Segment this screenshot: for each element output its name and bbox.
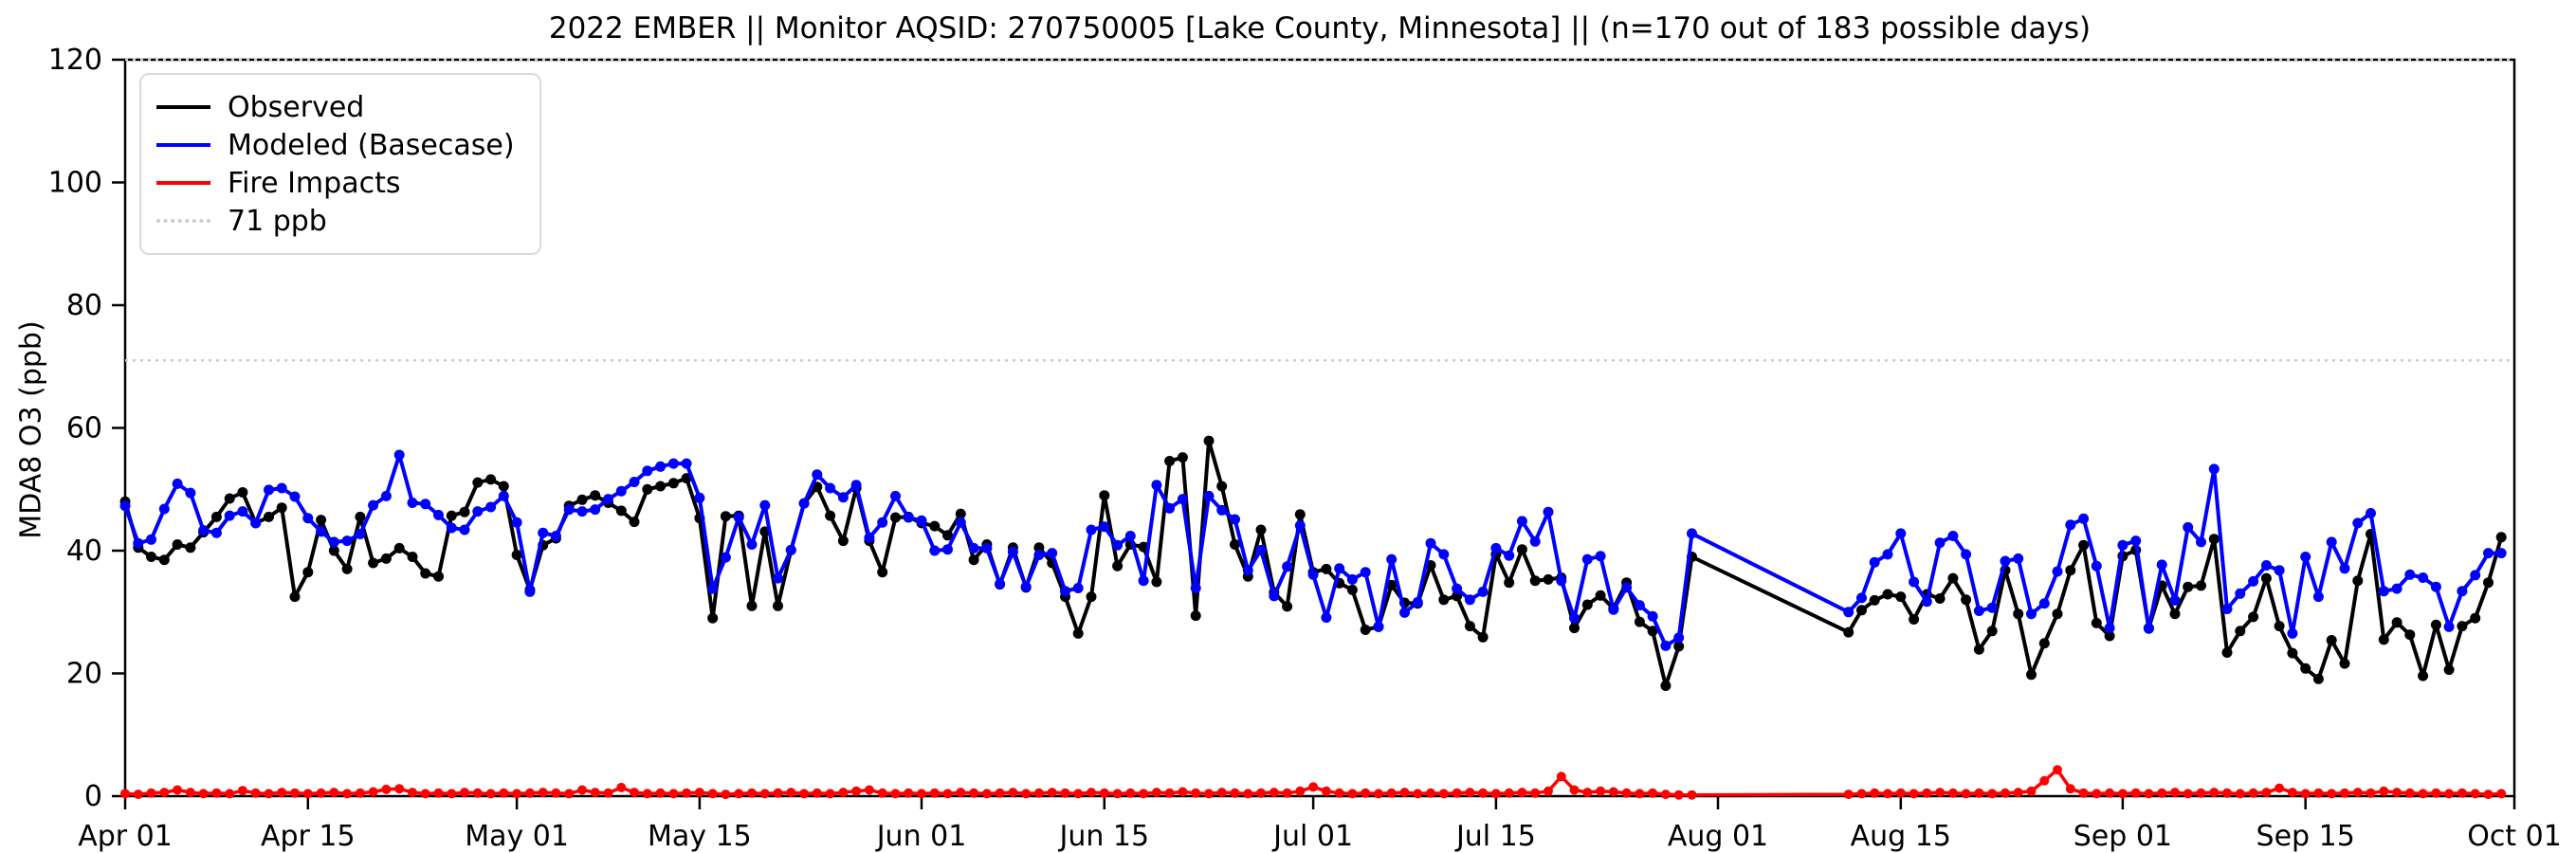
x-tick-label: Jul 01 — [1271, 820, 1353, 853]
x-tick-label: Apr 01 — [78, 820, 173, 853]
y-tick-label: 60 — [66, 412, 102, 445]
x-axis: Apr 01 Apr 15 May 01 May 15 Jun 01 Jun 15 Jul … — [78, 796, 2562, 853]
legend-label: Observed — [228, 90, 365, 124]
x-tick-label: Jul 15 — [1454, 820, 1536, 853]
legend-label: Fire Impacts — [228, 166, 401, 200]
x-tick-label: May 01 — [465, 820, 569, 853]
x-tick-label: May 15 — [648, 820, 752, 853]
y-tick-label: 40 — [66, 535, 102, 568]
x-tick-label: Aug 15 — [1851, 820, 1951, 853]
x-tick-label: Jun 01 — [875, 820, 967, 853]
x-tick-label: Aug 01 — [1668, 820, 1768, 853]
legend-label: 71 ppb — [228, 204, 327, 238]
fire-impacts-series — [120, 765, 2507, 800]
x-tick-label: Jun 15 — [1057, 820, 1149, 853]
y-tick-label: 100 — [48, 167, 102, 200]
modeled-line-sample — [156, 143, 210, 147]
y-tick-label: 0 — [84, 780, 102, 813]
y-tick-label: 120 — [48, 44, 102, 77]
y-axis: 0 20 40 60 80 100 120 — [48, 44, 125, 813]
chart-title: 2022 EMBER || Monitor AQSID: 270750005 [… — [548, 11, 2092, 45]
modeled-basecase-series — [119, 449, 2507, 651]
legend-item-fire: Fire Impacts — [156, 164, 515, 202]
reference-line-sample — [156, 219, 210, 223]
y-tick-label: 20 — [66, 658, 102, 691]
x-tick-label: Apr 15 — [261, 820, 356, 853]
x-tick-label: Oct 01 — [2467, 820, 2562, 853]
x-tick-label: Sep 01 — [2074, 820, 2172, 853]
fire-line-sample — [156, 181, 210, 185]
observed-series — [119, 435, 2507, 691]
legend-item-71ppb: 71 ppb — [156, 202, 515, 240]
legend-item-observed: Observed — [156, 88, 515, 126]
legend-label: Modeled (Basecase) — [228, 128, 515, 162]
x-tick-label: Sep 15 — [2256, 820, 2355, 853]
observed-line-sample — [156, 105, 210, 109]
y-tick-label: 80 — [66, 289, 102, 322]
legend: Observed Modeled (Basecase) Fire Impacts… — [139, 73, 541, 255]
legend-item-modeled: Modeled (Basecase) — [156, 126, 515, 164]
y-axis-label: MDA8 O3 (ppb) — [14, 320, 48, 539]
